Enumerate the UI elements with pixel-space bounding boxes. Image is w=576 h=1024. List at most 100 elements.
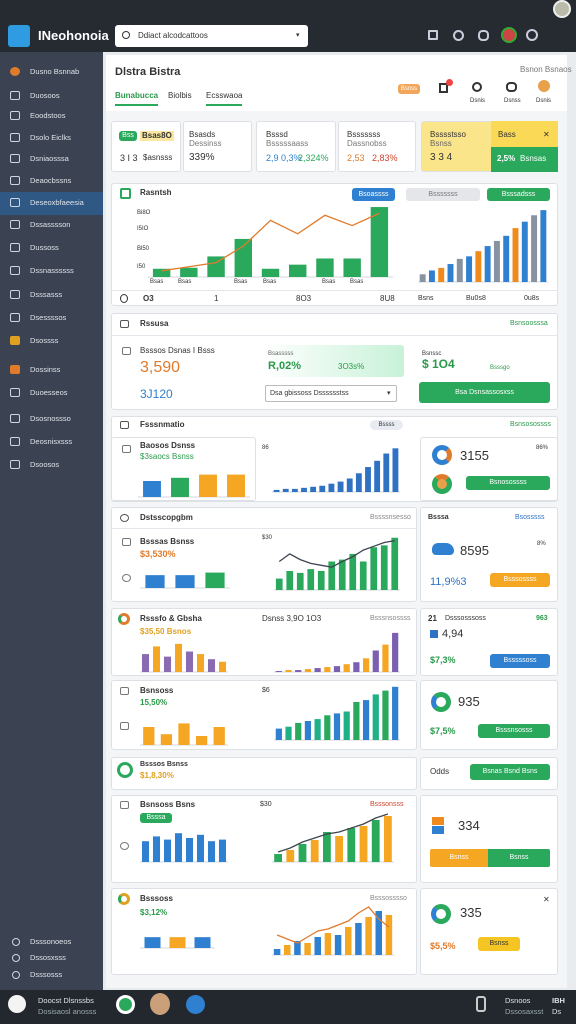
badge[interactable]: Bsnss	[398, 84, 420, 94]
kpi-value: 2,53	[347, 153, 365, 163]
kpi-card	[183, 121, 252, 172]
panel-title: Fsssnmatio	[140, 420, 185, 429]
dropdown[interactable]	[265, 385, 397, 402]
nav-item[interactable]: Dsessssos	[30, 313, 67, 322]
nav-icon	[10, 365, 20, 374]
label: Bsssas Bsnss	[140, 537, 195, 546]
divider	[111, 528, 417, 529]
note: Bssssnsesso	[370, 514, 411, 521]
close[interactable]: ✕	[543, 130, 550, 139]
panel-title: Rsssfo & Gbsha	[140, 614, 202, 623]
icon[interactable]	[476, 996, 486, 1012]
button[interactable]: Bsnss	[478, 937, 520, 951]
panel	[111, 183, 558, 306]
logo[interactable]	[8, 25, 30, 47]
bottom-bar	[0, 990, 576, 1024]
search-box[interactable]	[115, 25, 308, 47]
icon[interactable]	[428, 30, 438, 40]
tab[interactable]: Ecsswaoa	[206, 91, 243, 106]
nav-item[interactable]: Dsossss	[30, 336, 59, 345]
kpi-title: Bsssssss	[347, 130, 381, 139]
nav-item[interactable]: Dussoss	[30, 243, 59, 252]
nav-item[interactable]: Eoodstoos	[30, 111, 66, 120]
link[interactable]: Bsosssss	[515, 514, 545, 521]
kpi-sub: Dassnobss	[347, 139, 387, 148]
value: 3O3s%	[338, 362, 365, 371]
value: $ 1O4	[422, 357, 455, 371]
footer-item: Bsns	[418, 295, 434, 302]
link[interactable]: Bsnsoosssa	[510, 320, 548, 327]
page-title: Dlstra Bistra	[115, 66, 181, 78]
button[interactable]: Bsoassss	[352, 188, 395, 201]
button[interactable]: Bsssadsss	[487, 188, 550, 201]
value: $7,5%	[430, 726, 456, 736]
value: R,02%	[268, 360, 302, 372]
button[interactable]: Bsssossss	[490, 573, 550, 587]
tab[interactable]: Biolbis	[168, 91, 192, 100]
nav-item[interactable]: Deosnisxsss	[30, 437, 73, 446]
icon[interactable]	[538, 80, 550, 92]
value: $1,8,30%	[140, 771, 174, 780]
icon[interactable]	[116, 995, 135, 1014]
nav-item[interactable]: Dsssasss	[30, 290, 63, 299]
donut	[432, 474, 452, 494]
nav-item[interactable]: Dsssonoeos	[30, 937, 72, 946]
icon[interactable]	[439, 83, 448, 93]
nav-item[interactable]: Dsosnossso	[30, 414, 71, 423]
button[interactable]: Bsnss	[488, 849, 550, 867]
nav-item[interactable]: Dusno Bsnnab	[30, 67, 80, 76]
icon[interactable]	[478, 30, 489, 41]
search-pill[interactable]: Bssss	[370, 420, 403, 430]
donut	[431, 692, 451, 712]
icon	[120, 294, 128, 303]
button[interactable]: Bsnas Bsnd Bsns	[470, 764, 550, 780]
user-sub: Dosisaosl anosss	[38, 1007, 97, 1016]
tab[interactable]: Bunabucca	[115, 91, 159, 106]
cloud-icon	[432, 543, 454, 555]
kpi-change: 2,83%	[372, 153, 398, 163]
value: 11,9%3	[430, 576, 467, 588]
button[interactable]: Bsnss	[430, 849, 488, 867]
panel-title: Rssusa	[140, 319, 169, 328]
nav-item[interactable]: Duoesseos	[30, 388, 68, 397]
button[interactable]: Bsnosossss	[466, 476, 550, 490]
button[interactable]: Bsssssss	[406, 188, 480, 201]
search-icon	[122, 31, 130, 39]
link[interactable]: Bsnsosossss	[510, 421, 551, 428]
nav-item[interactable]: Dsoosos	[30, 460, 60, 469]
icon[interactable]	[526, 29, 538, 41]
icon	[120, 320, 129, 328]
nav-item[interactable]: Deseoxbfaeesia	[30, 198, 84, 207]
button[interactable]: Bsssnsosss	[478, 724, 550, 738]
icon[interactable]	[186, 995, 205, 1014]
nav-item[interactable]: Dssnassssss	[30, 266, 74, 275]
action-label: Dsnis	[470, 98, 486, 104]
icon[interactable]	[8, 995, 26, 1013]
button[interactable]: Bsssssoss	[490, 654, 550, 668]
note: Bsssonsss	[370, 801, 404, 808]
label: Bsnssc	[422, 351, 442, 357]
nav-item[interactable]: Duosoos	[30, 91, 60, 100]
kpi-value: 3 3 4	[430, 152, 453, 163]
card	[420, 680, 558, 750]
icon[interactable]	[472, 82, 482, 92]
nav-item[interactable]: Dossinss	[30, 365, 61, 374]
nav-item[interactable]: Dssasssson	[30, 220, 71, 229]
icon[interactable]	[506, 82, 517, 92]
nav-item[interactable]: Deaocbssns	[30, 176, 72, 185]
icon[interactable]	[453, 30, 464, 41]
kpi-card	[111, 121, 181, 172]
user-name: Doocst Dlsnssbs	[38, 996, 94, 1005]
close[interactable]: ✕	[543, 895, 550, 904]
nav-item[interactable]: Dsniaosssa	[30, 154, 69, 163]
nav-item[interactable]: Dsolo Eiclks	[30, 133, 71, 142]
label: Dsssosssoss	[445, 615, 486, 622]
avatar[interactable]	[553, 0, 571, 18]
avatar[interactable]	[150, 993, 170, 1015]
avatar[interactable]	[501, 27, 517, 43]
button[interactable]: Bsa Dsnsassosxss	[419, 382, 550, 403]
nav-item[interactable]: Dssosxsss	[30, 953, 66, 962]
nav-item[interactable]: Dsssosss	[30, 970, 63, 979]
sub: $3saocs Bsnss	[140, 452, 194, 461]
